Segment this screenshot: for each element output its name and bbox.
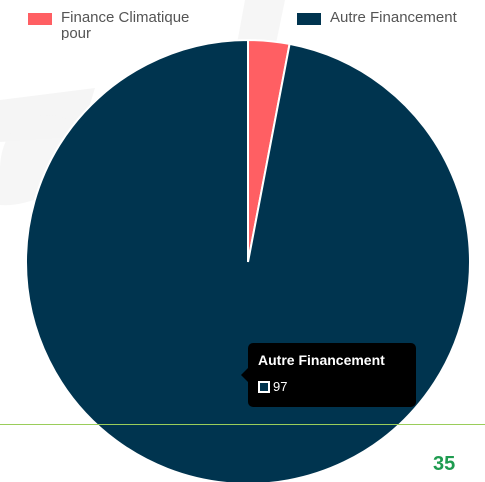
chart-tooltip: Autre Financement 97 — [241, 343, 416, 407]
tooltip-swatch — [258, 380, 270, 393]
pie-slice-autre-financement[interactable] — [25, 38, 471, 482]
legend-swatch-finance-climatique — [27, 12, 53, 26]
tooltip-value: 97 — [273, 379, 288, 394]
legend-label-finance-climatique: Finance Climatique pour — [61, 10, 190, 40]
tooltip-value-row: 97 — [258, 379, 406, 394]
legend-item-finance-climatique[interactable]: Finance Climatique pour — [27, 10, 191, 40]
page-divider — [0, 424, 485, 425]
tooltip-caret — [241, 368, 248, 382]
page-number: 35 — [433, 453, 456, 475]
tooltip-title: Autre Financement — [258, 352, 385, 368]
legend-swatch-autre-financement — [296, 12, 322, 26]
legend-item-autre-financement[interactable]: Autre Financement — [296, 10, 460, 40]
legend-label-autre-financement: Autre Financement — [330, 10, 457, 26]
